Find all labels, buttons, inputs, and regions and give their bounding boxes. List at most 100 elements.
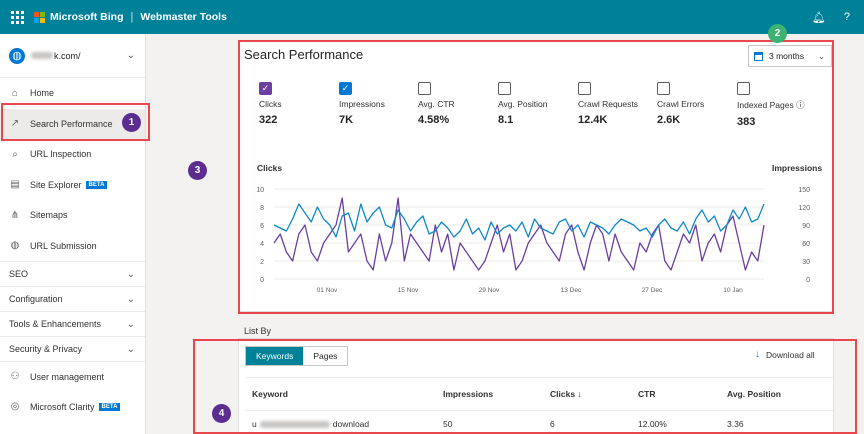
- y-left-tick-label: 6: [260, 223, 264, 230]
- sidebar-item-url-submission[interactable]: ◍ URL Submission: [0, 231, 145, 262]
- table-cell-ctr: 12.00%: [638, 419, 667, 429]
- sidebar-section-label: Tools & Enhancements: [9, 319, 102, 329]
- help-icon[interactable]: ?: [843, 10, 850, 23]
- sidebar-section-label: Security & Privacy: [9, 344, 83, 354]
- sidebar-item-label: URL Inspection: [30, 149, 92, 160]
- column-header-avg-position[interactable]: Avg. Position: [727, 389, 781, 399]
- chevron-down-icon: ⌄: [126, 268, 135, 280]
- sidebar-item-microsoft-clarity[interactable]: ◎ Microsoft Clarity BETA: [0, 392, 145, 423]
- explorer-icon: ▤: [10, 179, 20, 191]
- metric-value: 4.58%: [418, 114, 450, 126]
- metric-crawl-errors[interactable]: Crawl Errors 2.6K: [657, 82, 737, 126]
- column-header-ctr[interactable]: CTR: [638, 389, 656, 399]
- sitemap-icon: ⋔: [10, 209, 20, 221]
- table-cell-clicks: 6: [550, 419, 555, 429]
- column-header-keyword[interactable]: Keyword: [252, 389, 288, 399]
- tab-pages[interactable]: Pages: [303, 347, 348, 365]
- y-right-tick-label: 0: [806, 277, 810, 284]
- product-name[interactable]: Webmaster Tools: [140, 11, 227, 23]
- annotation-badge-4: 4: [212, 404, 231, 423]
- chevron-down-icon[interactable]: ⌄: [126, 50, 135, 61]
- metric-indexed-pages[interactable]: Indexed Pages ⓘ 383: [737, 82, 817, 128]
- metric-clicks[interactable]: ✓ Clicks 322: [259, 82, 339, 126]
- chevron-down-icon: ⌄: [126, 293, 135, 305]
- brand-name[interactable]: Microsoft Bing: [50, 11, 124, 23]
- metric-checkbox[interactable]: [578, 82, 591, 95]
- metric-checkbox[interactable]: ✓: [259, 82, 272, 95]
- y-right-tick-label: 30: [802, 259, 810, 266]
- right-axis-label: Impressions: [772, 163, 823, 173]
- sidebar-item-search-performance[interactable]: ↗ Search Performance: [0, 108, 145, 139]
- metric-avg-position[interactable]: Avg. Position 8.1: [498, 82, 578, 126]
- app-launcher-icon[interactable]: [0, 0, 34, 34]
- metric-checkbox[interactable]: [657, 82, 670, 95]
- metric-value: 383: [737, 116, 756, 128]
- sidebar-item-label: Microsoft Clarity: [30, 401, 95, 412]
- y-left-tick-label: 8: [260, 205, 264, 212]
- home-icon: ⌂: [11, 87, 19, 99]
- brand-separator: |: [130, 11, 134, 23]
- x-tick-label: 01 Nov: [317, 287, 338, 294]
- x-tick-label: 27 Dec: [642, 287, 663, 294]
- list-by-label: List By: [244, 326, 272, 336]
- globe-icon: ◍: [10, 240, 20, 252]
- bell-icon[interactable]: 🔔︎: [811, 11, 826, 24]
- metric-crawl-requests[interactable]: Crawl Requests 12.4K: [578, 82, 658, 126]
- metric-label: Impressions: [339, 99, 385, 109]
- sidebar-item-url-inspection[interactable]: ⌕ URL Inspection: [0, 139, 145, 170]
- metric-value: 322: [259, 114, 278, 126]
- table-cell-impressions: 50: [443, 419, 453, 429]
- metric-checkbox[interactable]: [737, 82, 750, 95]
- microsoft-logo-icon: [34, 11, 45, 23]
- site-selector[interactable]: ◍ k.com/ ⌄: [0, 34, 145, 78]
- download-all-button[interactable]: ↓ Download all: [755, 349, 815, 360]
- beta-badge: BETA: [98, 402, 121, 411]
- date-range-value: 3 months: [769, 51, 804, 61]
- y-right-tick-label: 90: [802, 223, 810, 230]
- sidebar: ◍ k.com/ ⌄ ⌂ Home ↗ Search Performance ⌕ URL …: [0, 34, 146, 434]
- sidebar-item-sitemaps[interactable]: ⋔ Sitemaps: [0, 200, 145, 231]
- search-performance-panel: [238, 40, 834, 312]
- tab-keywords[interactable]: Keywords: [246, 347, 304, 365]
- metric-value: 12.4K: [578, 114, 608, 126]
- metric-avg-ctr[interactable]: Avg. CTR 4.58%: [418, 82, 498, 126]
- annotation-box-2: [238, 40, 834, 314]
- table-cell-keyword[interactable]: u download: [252, 419, 369, 429]
- metric-impressions[interactable]: ✓ Impressions 7K: [339, 82, 419, 126]
- chevron-down-icon: ⌄: [126, 343, 135, 355]
- metric-label: Avg. Position: [498, 99, 548, 109]
- date-range-dropdown[interactable]: 3 months ⌄: [748, 45, 832, 67]
- y-left-tick-label: 4: [260, 241, 264, 248]
- sidebar-item-user-management[interactable]: ⚇ User management: [0, 361, 145, 392]
- column-header-impressions[interactable]: Impressions: [443, 389, 494, 399]
- sidebar-section-configuration[interactable]: Configuration ⌄: [0, 286, 145, 311]
- y-right-tick-label: 120: [798, 205, 810, 212]
- x-tick-label: 10 Jan: [723, 287, 743, 294]
- site-domain: k.com/: [54, 50, 81, 61]
- sidebar-item-site-explorer[interactable]: ▤ Site Explorer BETA: [0, 170, 145, 201]
- metric-label: Avg. CTR: [418, 99, 455, 109]
- metric-checkbox[interactable]: ✓: [339, 82, 352, 95]
- annotation-box-1: [1, 103, 150, 141]
- metric-label: Crawl Errors: [657, 99, 705, 109]
- sidebar-section-tools-enhancements[interactable]: Tools & Enhancements ⌄: [0, 311, 145, 336]
- search-icon: ⌕: [12, 148, 18, 160]
- metric-checkbox[interactable]: [418, 82, 431, 95]
- x-tick-label: 13 Dec: [561, 287, 582, 294]
- series-line-clicks: [273, 197, 765, 271]
- redacted-text: [259, 421, 330, 429]
- sidebar-section-security-privacy[interactable]: Security & Privacy ⌄: [0, 336, 145, 361]
- annotation-badge-2: 2: [768, 24, 787, 43]
- y-right-tick-label: 60: [802, 241, 810, 248]
- series-line-impressions: [273, 203, 765, 241]
- sidebar-section-label: Configuration: [9, 294, 63, 304]
- calendar-icon: [754, 51, 763, 61]
- metric-label: Crawl Requests: [578, 99, 638, 109]
- column-header-clicks[interactable]: Clicks ↓: [550, 389, 582, 399]
- sidebar-section-seo[interactable]: SEO ⌄: [0, 261, 145, 286]
- y-left-tick-label: 2: [260, 259, 264, 266]
- keyword-prefix: u: [252, 419, 257, 429]
- user-icon: ⚇: [10, 371, 20, 383]
- metric-checkbox[interactable]: [498, 82, 511, 95]
- sidebar-item-home[interactable]: ⌂ Home: [0, 78, 145, 109]
